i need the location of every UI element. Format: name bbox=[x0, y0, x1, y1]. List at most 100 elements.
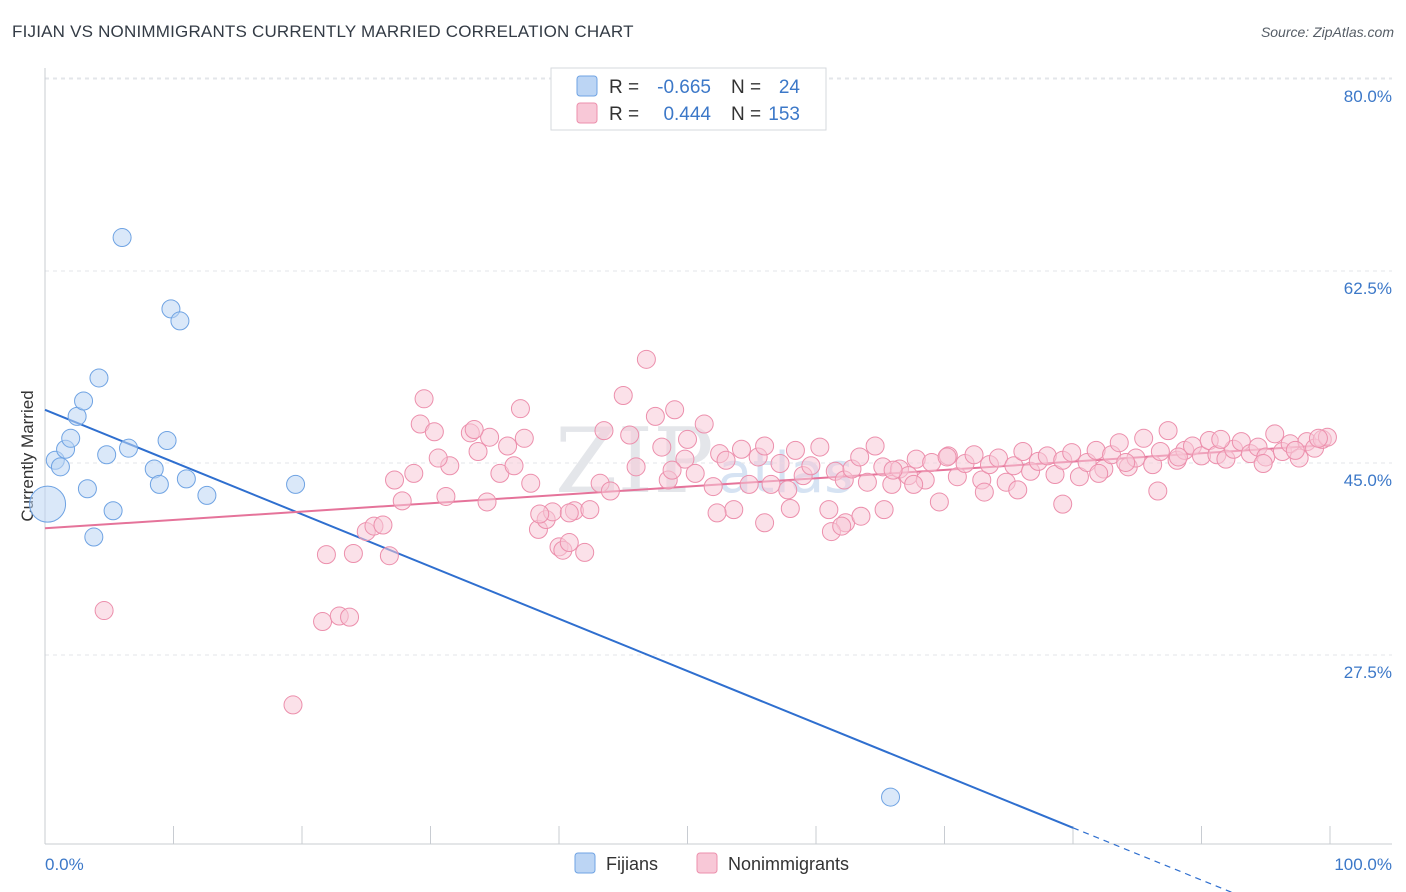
nonimmigrants-point-131 bbox=[780, 499, 800, 519]
nonimmigrants-point-133 bbox=[707, 503, 727, 523]
nonimmigrants-n-label: N = bbox=[731, 104, 761, 125]
x-tick-label-min: 0.0% bbox=[45, 855, 84, 874]
nonimmigrants-point-139 bbox=[428, 448, 448, 468]
nonimmigrants-point-42 bbox=[626, 457, 646, 477]
stats-legend: R = -0.665 N = 24 R = 0.444 N = 153 bbox=[550, 67, 827, 131]
nonimmigrants-point-135 bbox=[580, 500, 600, 520]
nonimmigrants-point-40 bbox=[613, 386, 633, 406]
y-tick-labels: 80.0% 62.5% 45.0% 27.5% bbox=[1344, 87, 1392, 682]
nonimmigrants-point-1 bbox=[283, 695, 303, 715]
fijians-series-label: Fijians bbox=[606, 854, 658, 874]
fijians-point-16 bbox=[157, 431, 177, 451]
y-tick-label-3: 27.5% bbox=[1344, 663, 1392, 682]
nonimmigrants-point-47 bbox=[665, 400, 685, 420]
fijians-points bbox=[29, 228, 901, 807]
nonimmigrants-point-145 bbox=[1008, 480, 1028, 500]
nonimmigrants-point-2 bbox=[313, 612, 333, 632]
nonimmigrants-point-41 bbox=[620, 425, 640, 445]
nonimmigrants-point-61 bbox=[770, 454, 790, 474]
nonimmigrants-point-103 bbox=[1109, 433, 1129, 453]
fijians-point-11 bbox=[103, 501, 123, 521]
nonimmigrants-point-146 bbox=[1053, 494, 1073, 514]
y-tick-label-0: 80.0% bbox=[1344, 87, 1392, 106]
nonimmigrants-point-20 bbox=[468, 441, 488, 461]
nonimmigrants-point-141 bbox=[851, 506, 871, 526]
nonimmigrants-point-44 bbox=[645, 406, 665, 426]
nonimmigrants-point-108 bbox=[1150, 441, 1170, 461]
fijians-trend-extension bbox=[1072, 827, 1233, 892]
nonimmigrants-point-59 bbox=[755, 436, 775, 456]
nonimmigrants-point-25 bbox=[504, 456, 524, 476]
nonimmigrants-point-5 bbox=[340, 607, 360, 627]
fijians-point-9 bbox=[89, 368, 109, 388]
nonimmigrants-point-71 bbox=[850, 447, 870, 467]
series-legend: Fijians Nonimmigrants bbox=[574, 852, 849, 874]
nonimmigrants-point-15 bbox=[414, 389, 434, 409]
nonimmigrants-point-149 bbox=[1148, 481, 1168, 501]
nonimmigrants-point-9 bbox=[373, 515, 393, 535]
nonimmigrants-point-151 bbox=[1211, 429, 1231, 449]
nonimmigrants-point-106 bbox=[1134, 428, 1154, 448]
nonimmigrants-point-6 bbox=[343, 544, 363, 564]
nonimmigrants-point-52 bbox=[703, 477, 723, 497]
nonimmigrants-point-22 bbox=[480, 427, 500, 447]
fijians-trend-line bbox=[44, 408, 1074, 829]
nonimmigrants-points bbox=[94, 349, 1337, 715]
nonimmigrants-n-value: 153 bbox=[768, 104, 800, 125]
nonimmigrants-point-152 bbox=[1253, 454, 1273, 474]
nonimmigrants-point-72 bbox=[857, 472, 877, 492]
nonimmigrants-r-value: 0.444 bbox=[663, 104, 711, 125]
nonimmigrants-point-153 bbox=[1285, 440, 1305, 460]
chart-title: FIJIAN VS NONIMMIGRANTS CURRENTLY MARRIE… bbox=[12, 22, 634, 41]
nonimmigrants-point-144 bbox=[974, 482, 994, 502]
fijians-point-4 bbox=[61, 428, 81, 448]
fijians-point-6 bbox=[74, 391, 94, 411]
y-tick-label-2: 45.0% bbox=[1344, 471, 1392, 490]
fijians-n-label: N = bbox=[731, 77, 761, 98]
nonimmigrants-point-63 bbox=[785, 440, 805, 460]
nonimmigrants-point-85 bbox=[964, 445, 984, 465]
nonimmigrants-r-label: R = bbox=[609, 104, 639, 125]
gridlines bbox=[45, 77, 1392, 656]
fijians-point-8 bbox=[84, 527, 104, 547]
nonimmigrants-point-60 bbox=[761, 474, 781, 494]
fijians-point-2 bbox=[50, 457, 70, 477]
nonimmigrants-point-17 bbox=[436, 486, 456, 506]
nonimmigrants-point-43 bbox=[636, 349, 656, 369]
nonimmigrants-point-34 bbox=[559, 533, 579, 553]
fijians-point-15 bbox=[149, 474, 169, 494]
fijians-r-label: R = bbox=[609, 77, 639, 98]
nonimmigrants-point-109 bbox=[1158, 421, 1178, 441]
nonimmigrants-point-88 bbox=[988, 448, 1008, 468]
nonimmigrants-point-137 bbox=[530, 504, 550, 524]
nonimmigrants-point-157 bbox=[874, 500, 894, 520]
fijians-series-swatch bbox=[574, 852, 596, 874]
nonimmigrants-point-11 bbox=[385, 470, 405, 490]
x-axis-ticks bbox=[44, 826, 1331, 844]
nonimmigrants-point-147 bbox=[1089, 463, 1109, 483]
chart-source: Source: ZipAtlas.com bbox=[1260, 24, 1394, 40]
nonimmigrants-point-50 bbox=[685, 463, 705, 483]
nonimmigrants-point-81 bbox=[929, 492, 949, 512]
y-axis-label: Currently Married bbox=[18, 390, 37, 521]
nonimmigrants-point-66 bbox=[810, 437, 830, 457]
nonimmigrants-point-73 bbox=[865, 436, 885, 456]
nonimmigrants-point-27 bbox=[514, 428, 534, 448]
nonimmigrants-point-45 bbox=[652, 437, 672, 457]
nonimmigrants-point-0 bbox=[94, 601, 114, 621]
nonimmigrants-point-38 bbox=[594, 421, 614, 441]
nonimmigrants-point-62 bbox=[778, 480, 798, 500]
nonimmigrants-point-78 bbox=[906, 449, 926, 469]
fijians-r-value: -0.665 bbox=[657, 77, 711, 98]
nonimmigrants-point-142 bbox=[904, 474, 924, 494]
nonimmigrants-legend-swatch bbox=[576, 102, 598, 124]
fijians-point-22 bbox=[881, 787, 901, 807]
nonimmigrants-point-65 bbox=[801, 456, 821, 476]
nonimmigrants-point-122 bbox=[1265, 424, 1285, 444]
fijians-point-10 bbox=[97, 445, 117, 465]
fijians-n-value: 24 bbox=[779, 77, 801, 98]
nonimmigrants-point-26 bbox=[510, 399, 530, 419]
fijians-point-21 bbox=[286, 474, 306, 494]
nonimmigrants-series-swatch bbox=[696, 852, 718, 874]
nonimmigrants-point-28 bbox=[521, 473, 541, 493]
